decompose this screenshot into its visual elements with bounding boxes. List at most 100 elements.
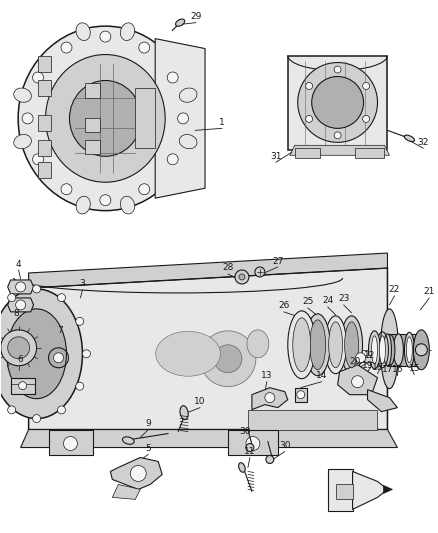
Polygon shape xyxy=(38,116,50,131)
Ellipse shape xyxy=(18,26,193,211)
Polygon shape xyxy=(85,118,100,132)
Polygon shape xyxy=(49,430,93,455)
Text: 20: 20 xyxy=(349,357,360,366)
Circle shape xyxy=(167,72,178,83)
Circle shape xyxy=(82,350,90,358)
Circle shape xyxy=(61,184,72,195)
Polygon shape xyxy=(355,148,385,158)
Ellipse shape xyxy=(371,336,378,364)
Polygon shape xyxy=(28,253,388,288)
Circle shape xyxy=(76,382,84,390)
Text: 9: 9 xyxy=(145,419,151,428)
Polygon shape xyxy=(248,410,378,430)
Text: 13: 13 xyxy=(261,371,272,380)
Ellipse shape xyxy=(247,330,269,358)
Ellipse shape xyxy=(325,316,346,374)
Ellipse shape xyxy=(123,437,134,445)
Polygon shape xyxy=(38,140,50,156)
Circle shape xyxy=(22,113,33,124)
Ellipse shape xyxy=(7,309,67,399)
Polygon shape xyxy=(8,298,34,312)
Circle shape xyxy=(312,77,364,128)
Text: 11: 11 xyxy=(244,447,256,456)
Ellipse shape xyxy=(255,267,265,277)
Circle shape xyxy=(200,331,256,386)
Ellipse shape xyxy=(386,335,395,365)
Polygon shape xyxy=(336,484,353,499)
Circle shape xyxy=(57,294,66,302)
Ellipse shape xyxy=(404,333,414,367)
Text: 3: 3 xyxy=(80,279,85,288)
Ellipse shape xyxy=(379,336,385,364)
Polygon shape xyxy=(112,484,140,499)
Text: 30: 30 xyxy=(239,427,251,436)
Polygon shape xyxy=(11,378,35,394)
Circle shape xyxy=(363,116,370,123)
Polygon shape xyxy=(338,365,378,394)
Polygon shape xyxy=(295,148,320,158)
Circle shape xyxy=(167,154,178,165)
Ellipse shape xyxy=(246,443,254,451)
Circle shape xyxy=(130,465,146,481)
Text: 24: 24 xyxy=(322,296,333,305)
Ellipse shape xyxy=(310,320,326,370)
Text: 7: 7 xyxy=(58,326,64,335)
Ellipse shape xyxy=(341,316,363,374)
Ellipse shape xyxy=(179,134,197,149)
Ellipse shape xyxy=(120,23,134,41)
Text: 12: 12 xyxy=(364,351,375,360)
Text: 18: 18 xyxy=(372,363,383,372)
Text: 16: 16 xyxy=(392,365,403,374)
Circle shape xyxy=(246,437,260,450)
Circle shape xyxy=(8,337,30,359)
Text: 15: 15 xyxy=(409,364,420,373)
Text: 19: 19 xyxy=(362,361,373,370)
Ellipse shape xyxy=(413,330,429,370)
Polygon shape xyxy=(360,355,374,362)
Polygon shape xyxy=(252,387,288,410)
Polygon shape xyxy=(388,334,419,366)
Polygon shape xyxy=(135,88,155,148)
Ellipse shape xyxy=(120,196,134,214)
Ellipse shape xyxy=(404,135,414,142)
Ellipse shape xyxy=(180,406,188,419)
Circle shape xyxy=(16,282,25,292)
Circle shape xyxy=(64,437,78,450)
Text: 6: 6 xyxy=(18,356,24,364)
Circle shape xyxy=(57,406,66,414)
Text: 26: 26 xyxy=(278,301,290,310)
Circle shape xyxy=(16,300,25,310)
Circle shape xyxy=(415,344,427,356)
Circle shape xyxy=(334,132,341,139)
Text: 1: 1 xyxy=(219,118,225,127)
Ellipse shape xyxy=(76,196,90,214)
Circle shape xyxy=(139,184,150,195)
Text: 22: 22 xyxy=(389,286,400,294)
Circle shape xyxy=(214,345,242,373)
Circle shape xyxy=(306,83,313,90)
Ellipse shape xyxy=(384,334,392,366)
Circle shape xyxy=(32,154,43,165)
Ellipse shape xyxy=(393,334,403,366)
Ellipse shape xyxy=(368,331,381,369)
Ellipse shape xyxy=(14,88,32,102)
Text: 5: 5 xyxy=(145,444,151,453)
Text: 10: 10 xyxy=(194,397,206,406)
Polygon shape xyxy=(85,84,100,99)
Circle shape xyxy=(53,353,64,363)
Circle shape xyxy=(32,285,41,293)
Polygon shape xyxy=(384,486,392,494)
Circle shape xyxy=(178,113,189,124)
Ellipse shape xyxy=(239,463,245,472)
Polygon shape xyxy=(28,268,388,430)
Circle shape xyxy=(19,382,27,390)
Text: 28: 28 xyxy=(222,263,233,272)
Text: 17: 17 xyxy=(381,365,393,374)
Circle shape xyxy=(306,116,313,123)
Ellipse shape xyxy=(179,88,197,102)
Text: 32: 32 xyxy=(418,138,429,147)
Ellipse shape xyxy=(266,456,274,464)
Polygon shape xyxy=(290,146,389,155)
Circle shape xyxy=(32,72,43,83)
Text: 31: 31 xyxy=(270,152,282,161)
